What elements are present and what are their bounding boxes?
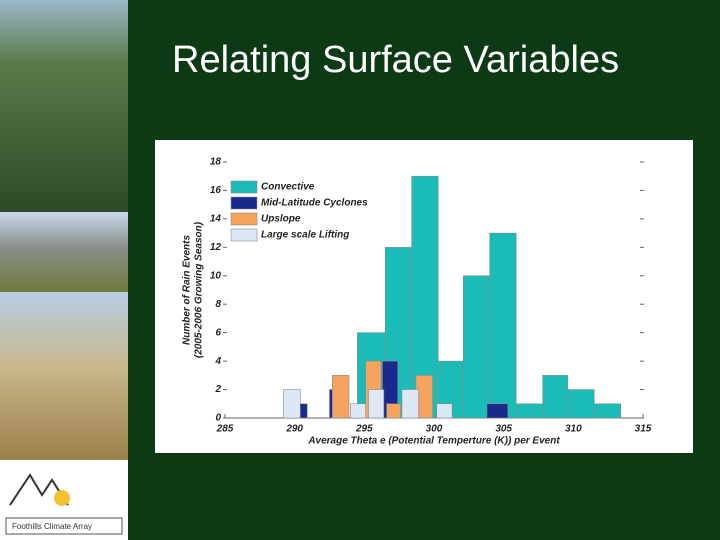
y-tick-label: 12 xyxy=(210,242,222,253)
legend-swatch xyxy=(230,196,258,210)
bar xyxy=(486,403,509,419)
y-tick-label: 0 xyxy=(215,413,221,424)
bar xyxy=(515,403,543,419)
bar xyxy=(299,403,308,419)
x-tick-label: 315 xyxy=(635,424,652,435)
bar xyxy=(436,403,453,419)
bar xyxy=(462,275,491,419)
y-tick-label: 18 xyxy=(210,157,222,168)
y-tick-label: 8 xyxy=(215,299,221,310)
legend-label: Mid-Latitude Cyclones xyxy=(261,198,368,209)
bar xyxy=(593,403,622,419)
x-tick-label: 285 xyxy=(216,424,234,435)
x-tick-label: 310 xyxy=(565,424,582,435)
y-tick-label: 16 xyxy=(210,185,222,196)
photo xyxy=(0,292,128,460)
logo-icon xyxy=(9,473,69,506)
legend-label: Large scale Lifting xyxy=(261,230,349,241)
y-axis-label: Number of Rain Events xyxy=(182,235,193,345)
bar xyxy=(567,389,595,419)
logo-icon xyxy=(54,490,70,506)
logo-text: Foothills Climate Array xyxy=(12,522,92,531)
photo xyxy=(0,212,128,292)
bar xyxy=(386,403,401,419)
bar xyxy=(489,232,517,419)
chart: 0 2 4 6 8 10 12 14 16 18 285 290 295 300 305 310 315 Aver… xyxy=(182,157,652,447)
bar xyxy=(368,389,385,419)
y-tick-label: 10 xyxy=(210,270,222,281)
legend-swatch xyxy=(230,180,258,194)
photo xyxy=(0,0,128,212)
legend-swatch xyxy=(230,228,258,242)
bar xyxy=(331,375,350,419)
legend-label: Upslope xyxy=(261,214,301,225)
x-tick-label: 300 xyxy=(426,424,443,435)
y-axis-label: (2005-2006 Growing Season) xyxy=(194,221,205,358)
slide-title: Relating Surface Variables xyxy=(172,39,619,81)
y-tick-label: 14 xyxy=(210,214,222,225)
bar xyxy=(401,389,419,419)
y-tick-label: 2 xyxy=(214,384,221,395)
x-tick-label: 295 xyxy=(355,424,373,435)
y-tick-label: 4 xyxy=(214,356,221,367)
bar xyxy=(283,389,301,419)
x-axis-label: Average Theta e (Potential Temperture (K… xyxy=(307,436,560,447)
legend-swatch xyxy=(230,212,258,226)
legend-label: Convective xyxy=(261,182,315,193)
bar xyxy=(350,403,367,419)
x-tick-label: 305 xyxy=(495,424,512,435)
x-tick-label: 290 xyxy=(285,424,303,435)
logo-frame xyxy=(5,517,123,535)
bar xyxy=(542,375,569,419)
y-tick-label: 6 xyxy=(215,327,221,338)
